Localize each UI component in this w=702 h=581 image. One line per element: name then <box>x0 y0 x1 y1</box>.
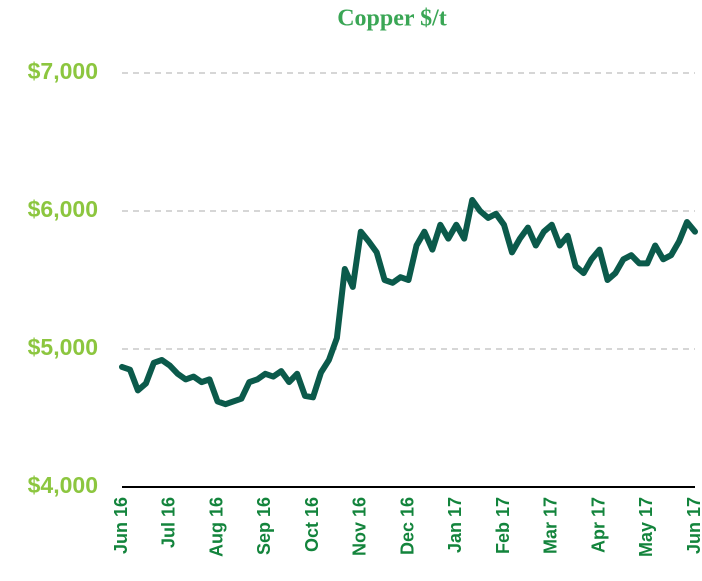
x-tick-label: Jul 16 <box>159 497 179 548</box>
x-tick-label: Feb 17 <box>493 497 513 554</box>
x-tick-label: Sep 16 <box>254 497 274 555</box>
x-tick-label: Aug 16 <box>206 497 226 557</box>
chart-title: Copper $/t <box>337 6 447 32</box>
x-tick-label: May 17 <box>636 497 656 557</box>
y-tick-label: $7,000 <box>28 58 98 84</box>
x-tick-label: Apr 17 <box>588 497 608 553</box>
x-tick-label: Oct 16 <box>302 497 322 552</box>
y-tick-label: $6,000 <box>28 196 98 222</box>
x-tick-label: Mar 17 <box>541 497 561 554</box>
y-tick-label: $5,000 <box>28 334 98 360</box>
x-tick-label: Jun 16 <box>111 497 131 554</box>
x-tick-label: Jun 17 <box>684 497 702 554</box>
x-tick-label: Jan 17 <box>445 497 465 553</box>
x-tick-label: Nov 16 <box>350 497 370 556</box>
x-tick-label: Dec 16 <box>397 497 417 555</box>
price-line <box>119 197 698 408</box>
y-tick-label: $4,000 <box>28 472 98 498</box>
